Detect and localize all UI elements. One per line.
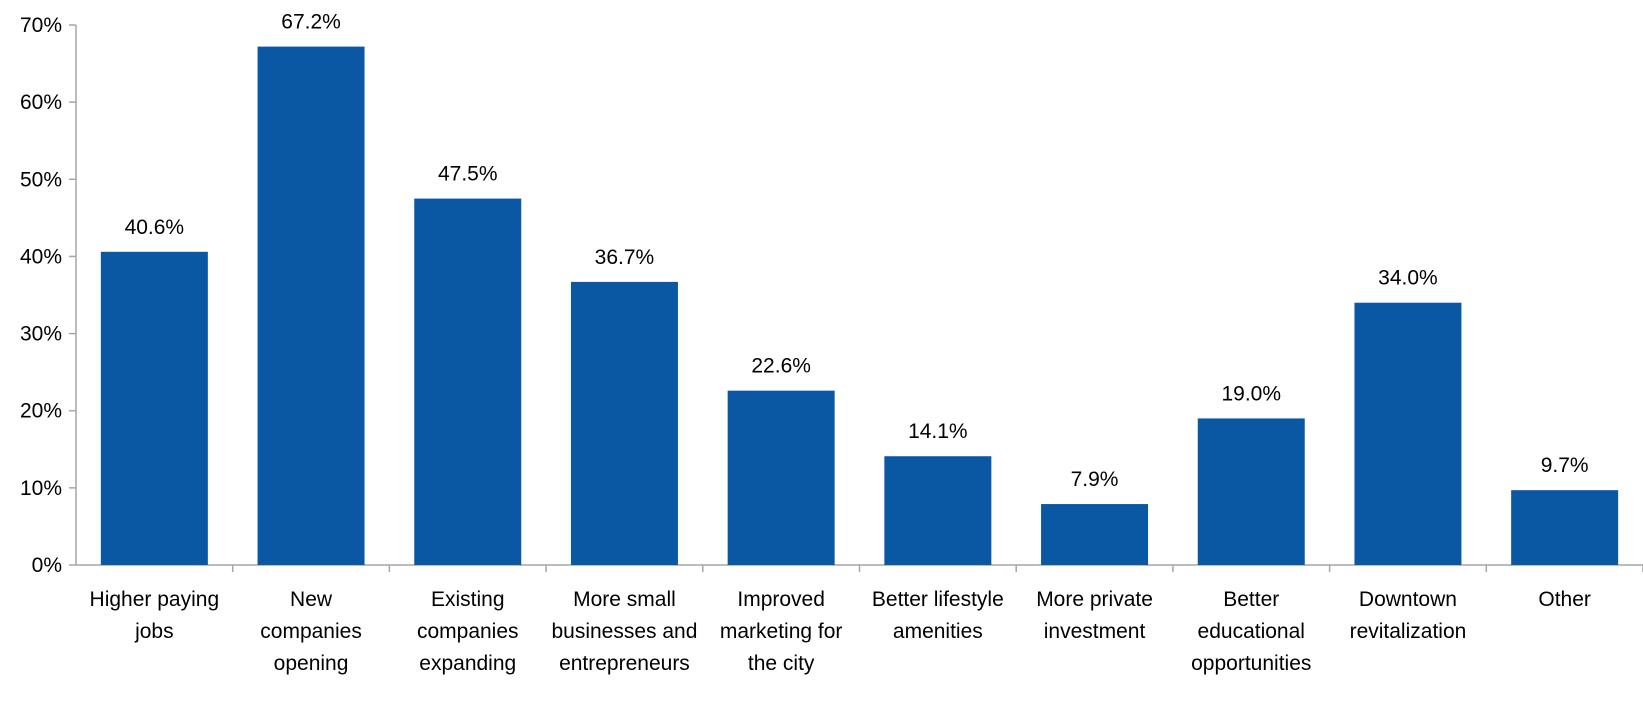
- bar: [1354, 302, 1462, 565]
- x-tick-label-line: opportunities: [1191, 652, 1311, 675]
- data-label: 9.7%: [1541, 454, 1589, 477]
- x-tick-label: New companies opening: [260, 588, 362, 675]
- x-tick-label-line: the city: [748, 652, 815, 675]
- data-label: 7.9%: [1071, 468, 1119, 491]
- bar: [1511, 490, 1619, 565]
- data-label: 67.2%: [281, 11, 341, 34]
- y-tick-label: 10%: [20, 477, 62, 500]
- x-tick-label-line: Downtown: [1359, 588, 1457, 611]
- x-tick-label-line: expanding: [419, 652, 516, 675]
- data-label: 36.7%: [595, 246, 655, 269]
- bar: [1197, 418, 1305, 565]
- x-tick-label-line: companies: [260, 620, 362, 643]
- x-tick-label: Higher paying jobs: [90, 588, 220, 643]
- data-label: 47.5%: [438, 163, 498, 186]
- y-tick-label: 20%: [20, 400, 62, 423]
- x-tick-label-line: amenities: [893, 620, 983, 643]
- x-tick-label-line: companies: [417, 620, 519, 643]
- category-labels-group: Higher paying jobs New companies opening Exis…: [90, 588, 1591, 675]
- x-tick-label-line: marketing for: [720, 620, 843, 643]
- y-tick-label: 50%: [20, 168, 62, 191]
- x-tick-label-line: entrepreneurs: [559, 652, 690, 675]
- x-tick-label: Improved marketing for the city: [720, 588, 843, 675]
- y-tick-label: 30%: [20, 323, 62, 346]
- x-axis: [76, 564, 1643, 572]
- bar: [727, 390, 835, 565]
- x-tick-label: Better educational opportunities: [1191, 588, 1311, 675]
- x-tick-label-line: New: [290, 588, 333, 611]
- x-tick-label-line: jobs: [134, 620, 174, 643]
- x-tick-label: Better lifestyle amenities: [872, 588, 1004, 643]
- data-label: 40.6%: [125, 216, 185, 239]
- bar: [1041, 504, 1149, 565]
- y-axis: 0% 10% 20% 30% 40% 50% 60% 70%: [20, 14, 77, 577]
- x-tick-label-line: Improved: [737, 588, 825, 611]
- x-tick-label: Existing companies expanding: [417, 588, 519, 675]
- x-tick-label: More small businesses and entrepreneurs: [551, 588, 697, 675]
- x-tick-label-line: opening: [274, 652, 349, 675]
- bar: [884, 456, 992, 565]
- bar: [570, 281, 678, 565]
- value-labels-group: 40.6% 67.2% 47.5% 36.7% 22.6% 14.1% 7.9% 19.0% 3…: [125, 11, 1589, 491]
- y-tick-label: 70%: [20, 14, 62, 37]
- x-tick-label-line: revitalization: [1350, 620, 1467, 643]
- bar: [100, 251, 208, 566]
- bar: [414, 198, 522, 566]
- y-tick-label: 40%: [20, 245, 62, 268]
- x-tick-label: Other: [1538, 588, 1591, 611]
- x-tick-label: Downtown revitalization: [1350, 588, 1467, 643]
- x-tick-label-line: More private: [1036, 588, 1153, 611]
- x-tick-label-line: Higher paying: [90, 588, 220, 611]
- x-tick-label-line: Better lifestyle: [872, 588, 1004, 611]
- bars-group: [100, 46, 1619, 566]
- x-tick-label-line: More small: [573, 588, 676, 611]
- x-tick-label-line: Better: [1223, 588, 1279, 611]
- x-tick-label-line: businesses and: [551, 620, 697, 643]
- data-label: 34.0%: [1378, 267, 1438, 290]
- x-tick-label-line: educational: [1198, 620, 1305, 643]
- data-label: 19.0%: [1221, 382, 1281, 405]
- x-tick-label-line: Existing: [431, 588, 505, 611]
- data-label: 22.6%: [751, 355, 811, 378]
- x-tick-label-line: investment: [1044, 620, 1146, 643]
- y-tick-label: 60%: [20, 91, 62, 114]
- y-tick-label: 0%: [32, 554, 62, 577]
- bar: [257, 46, 365, 566]
- x-tick-label-line: Other: [1538, 588, 1591, 611]
- data-label: 14.1%: [908, 420, 968, 443]
- x-tick-label: More private investment: [1036, 588, 1153, 643]
